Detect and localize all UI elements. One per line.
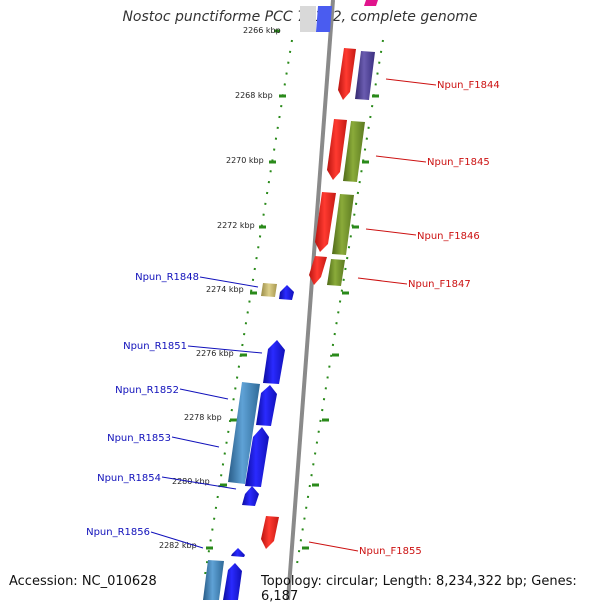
leader-line [385, 78, 437, 86]
gene-label-reverse[interactable]: Npun_R1852 [115, 385, 179, 396]
tick-label: 2274 kbp [206, 285, 244, 294]
gene-arrow-forward [309, 256, 327, 285]
gene-label-reverse[interactable]: Npun_R1851 [123, 341, 187, 352]
gene-arrow-forward [338, 48, 356, 100]
gene-label-reverse[interactable]: Npun_R1856 [86, 527, 150, 538]
gene-arrow-forward [327, 119, 347, 180]
gene-arrow-reverse [263, 340, 285, 384]
gene-label-forward[interactable]: Npun_F1844 [437, 80, 500, 91]
leader-line [365, 228, 417, 236]
feature-olive [332, 194, 354, 255]
leader-line [179, 388, 229, 400]
gene-label-reverse[interactable]: Npun_R1848 [135, 272, 199, 283]
gene-arrow-forward [261, 516, 279, 549]
feature-purple [355, 51, 375, 100]
accession-text: Accession: NC_010628 [9, 574, 157, 589]
feature-steelblue [203, 560, 224, 600]
feature-magenta-top [364, 0, 378, 6]
leader-line [375, 155, 427, 163]
gene-arrow-reverse [245, 427, 269, 487]
leader-line [199, 276, 259, 288]
feature-grey [300, 6, 316, 32]
feature-steelblue [228, 382, 260, 484]
feature-olive [343, 121, 365, 182]
ruler-ticks [206, 29, 286, 550]
feature-khaki [261, 283, 277, 297]
outer-track-forward [295, 39, 384, 571]
leader-line [187, 345, 263, 354]
leader-line [161, 476, 237, 490]
tick-label: 2268 kbp [235, 91, 273, 100]
gene-label-forward[interactable]: Npun_F1855 [359, 546, 422, 557]
gene-arrow-reverse [279, 285, 294, 300]
leader-line [171, 436, 220, 448]
tick-label: 2272 kbp [217, 221, 255, 230]
gene-label-forward[interactable]: Npun_F1845 [427, 157, 490, 168]
gene-arrow-reverse [256, 385, 277, 426]
gene-arrow-reverse [231, 548, 245, 557]
gene-arrow-reverse [242, 486, 259, 506]
tick-label: 2278 kbp [184, 413, 222, 422]
gene-arrow-forward [315, 192, 336, 252]
feature-blue-top [316, 6, 332, 32]
gene-label-forward[interactable]: Npun_F1846 [417, 231, 480, 242]
gene-label-reverse[interactable]: Npun_R1854 [97, 473, 161, 484]
tick-label: 2266 kbp [243, 26, 281, 35]
outer-ticks [302, 94, 379, 550]
tick-label: 2276 kbp [196, 349, 234, 358]
gene-label-forward[interactable]: Npun_F1847 [408, 279, 471, 290]
tick-label: 2270 kbp [226, 156, 264, 165]
leader-line [308, 541, 359, 552]
genome-backbone [286, 0, 335, 600]
leader-line [357, 277, 408, 285]
leader-line [150, 531, 204, 549]
genome-title: Nostoc punctiforme PCC 73102, complete g… [122, 9, 478, 25]
tick-label: 2282 kbp [159, 541, 197, 550]
gene-arrow-reverse [223, 563, 242, 600]
gene-label-reverse[interactable]: Npun_R1853 [107, 433, 171, 444]
feature-olive [327, 259, 345, 286]
